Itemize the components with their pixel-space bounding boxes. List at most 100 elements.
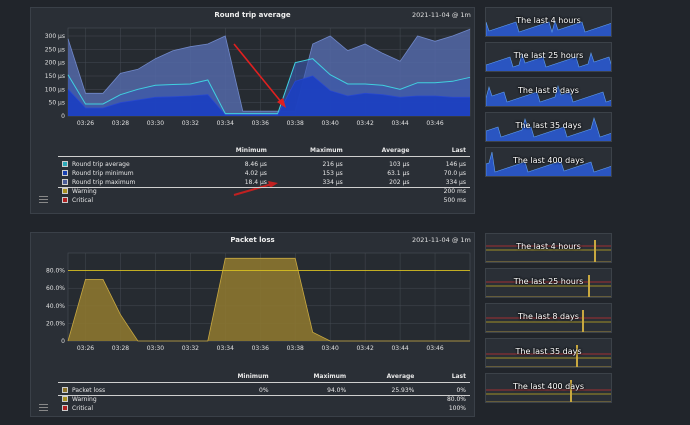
timerange-thumbnail[interactable]: The last 35 days: [485, 112, 612, 142]
thumbnail-graph: [486, 240, 611, 262]
thumbnail-graph: [486, 310, 611, 332]
legend-value: 216 µs: [322, 161, 343, 168]
x-tick-label: 03:46: [426, 345, 443, 352]
thumbnail-graph: [486, 275, 611, 297]
timerange-thumbnail[interactable]: The last 400 days: [485, 147, 612, 177]
thumbnail-graph: [486, 19, 611, 36]
legend-header-last: Last: [418, 372, 470, 383]
y-tick-label: 40.0%: [46, 303, 65, 310]
thumbnail-label: The last 8 days: [518, 312, 579, 321]
x-tick-label: 03:38: [287, 120, 304, 127]
legend-label: Round trip minimum: [72, 170, 134, 177]
legend-row[interactable]: Packet loss 0% 94.0% 25.93% 0%: [58, 386, 470, 395]
legend-value: 202 µs: [389, 178, 410, 186]
timerange-thumbnail[interactable]: The last 8 days: [485, 77, 612, 107]
y-tick-label: 300 µs: [45, 33, 65, 40]
x-tick-label: 03:34: [217, 345, 234, 352]
threshold-value: 200 ms: [413, 186, 470, 196]
series-line: [67, 58, 471, 115]
legend-value: 70.0 µs: [443, 170, 466, 177]
y-tick-label: 150 µs: [45, 73, 65, 80]
legend-row[interactable]: Round trip maximum 18.4 µs 334 µs 202 µs…: [58, 178, 470, 187]
threshold-row: Critical 500 ms: [58, 196, 470, 205]
timerange-thumbnail[interactable]: The last 400 days: [485, 373, 612, 403]
timerange-thumbnail[interactable]: The last 25 hours: [485, 268, 612, 298]
timerange-thumbnail[interactable]: The last 25 hours: [485, 42, 612, 72]
menu-icon[interactable]: [39, 404, 48, 411]
legend-value: 0%: [259, 386, 269, 394]
threshold-label: Warning: [72, 188, 97, 196]
legend-label: Round trip average: [72, 161, 130, 168]
timerange-thumbnail[interactable]: The last 35 days: [485, 338, 612, 368]
x-tick-label: 03:42: [356, 120, 373, 127]
x-tick-label: 03:46: [426, 120, 443, 127]
y-tick-label: 100 µs: [45, 86, 65, 93]
thumbnail-label: The last 400 days: [512, 156, 585, 165]
series-line: [67, 28, 471, 112]
x-tick-label: 03:36: [252, 345, 269, 352]
legend-swatch: [62, 386, 68, 393]
thumbnail-graph: [486, 151, 611, 176]
packet-loss-chart[interactable]: 80.0% 60.0% 40.0% 20.0% 0 03:26 03:28 03:30 03:…: [30, 245, 475, 360]
legend-header-max: Maximum: [270, 146, 347, 157]
legend-row[interactable]: Round trip average 8.46 µs 216 µs 103 µs…: [58, 160, 470, 169]
thumbnail-label: The last 25 hours: [513, 51, 584, 60]
timerange-thumbnail[interactable]: The last 8 days: [485, 303, 612, 333]
x-tick-label: 03:28: [112, 120, 129, 127]
y-tick-label: 0: [61, 113, 65, 120]
legend-round-trip: Minimum Maximum Average Last Round trip …: [58, 146, 470, 205]
x-tick-label: 03:38: [287, 345, 304, 352]
thumbnail-graph: [486, 84, 611, 106]
x-tick-label: 03:44: [391, 345, 408, 352]
legend-swatch: [62, 161, 68, 167]
legend-value: 4.02 µs: [244, 170, 267, 177]
y-tick-label: 80.0%: [46, 268, 65, 275]
legend-value: 334 µs: [445, 178, 466, 186]
threshold-label: Critical: [72, 197, 93, 204]
x-tick-label: 03:44: [391, 120, 408, 127]
thumbnail-label: The last 4 hours: [516, 16, 581, 25]
threshold-row: Warning 80.0%: [58, 394, 470, 404]
threshold-swatch: [62, 405, 68, 411]
y-tick-label: 50 µs: [49, 100, 66, 107]
thumbnail-label: The last 35 days: [515, 347, 582, 356]
x-tick-label: 03:40: [322, 120, 339, 127]
legend-value: 94.0%: [327, 386, 347, 394]
threshold-label: Critical: [72, 405, 93, 412]
legend-header-last: Last: [413, 146, 470, 157]
graph-title-packet-loss: Packet loss: [230, 236, 275, 244]
legend-swatch: [62, 170, 68, 176]
legend-packet-loss: Minimum Maximum Average Last Packet loss…: [58, 372, 470, 413]
legend-value: 153 µs: [322, 170, 343, 177]
x-tick-label: 03:26: [77, 120, 94, 127]
legend-header-min: Minimum: [198, 146, 271, 157]
legend-header-avg: Average: [346, 146, 414, 157]
thumbnail-label: The last 400 days: [512, 382, 585, 391]
threshold-value: 500 ms: [443, 197, 466, 204]
y-tick-label: 200 µs: [45, 60, 65, 67]
menu-icon[interactable]: [39, 196, 48, 203]
legend-row[interactable]: Round trip minimum 4.02 µs 153 µs 63.1 µ…: [58, 169, 470, 178]
x-tick-label: 03:42: [356, 345, 373, 352]
legend-header-max: Maximum: [272, 372, 351, 383]
y-tick-label: 250 µs: [45, 46, 65, 53]
timerange-thumbnail[interactable]: The last 4 hours: [485, 7, 612, 37]
legend-value: 0%: [456, 386, 466, 394]
thumbnail-label: The last 4 hours: [516, 242, 581, 251]
legend-header-avg: Average: [350, 372, 419, 383]
legend-swatch: [62, 178, 68, 185]
legend-value: 334 µs: [322, 178, 343, 186]
threshold-row: Critical 100%: [58, 404, 470, 413]
thumbnail-label: The last 25 hours: [513, 277, 584, 286]
series-area: [68, 258, 470, 341]
x-tick-label: 03:30: [147, 345, 164, 352]
graph-title-round-trip: Round trip average: [214, 11, 291, 19]
round-trip-chart[interactable]: 300 µs 250 µs 200 µs 150 µs 100 µs 50 µs 0 03:…: [30, 20, 475, 135]
y-tick-label: 0: [61, 338, 65, 345]
x-tick-label: 03:26: [77, 345, 94, 352]
legend-value: 146 µs: [445, 161, 466, 168]
x-tick-label: 03:32: [182, 345, 199, 352]
x-tick-label: 03:34: [217, 120, 234, 127]
timerange-thumbnail[interactable]: The last 4 hours: [485, 233, 612, 263]
threshold-label: Warning: [72, 396, 97, 404]
